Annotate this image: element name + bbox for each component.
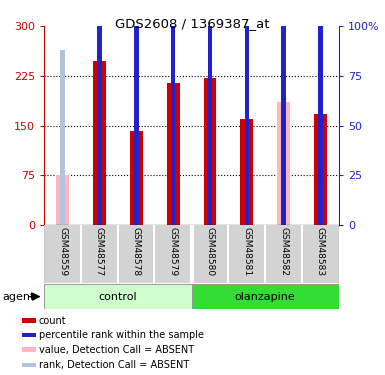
Text: percentile rank within the sample: percentile rank within the sample	[38, 330, 204, 340]
Bar	[56, 176, 69, 225]
Bar	[266, 225, 301, 283]
Text: GSM48579: GSM48579	[169, 227, 177, 276]
Bar	[155, 225, 191, 283]
Bar	[82, 225, 117, 283]
Bar	[171, 0, 175, 225]
Bar	[93, 61, 106, 225]
Bar	[277, 102, 290, 225]
Text: agent: agent	[2, 292, 34, 302]
Bar	[314, 114, 327, 225]
Text: GSM48578: GSM48578	[132, 227, 141, 276]
Bar	[302, 225, 338, 283]
Text: GSM48580: GSM48580	[206, 227, 214, 276]
Text: GSM48582: GSM48582	[279, 227, 288, 276]
Text: GSM48559: GSM48559	[58, 227, 67, 276]
Bar	[45, 225, 81, 283]
Bar	[22, 363, 36, 367]
Bar	[60, 50, 65, 225]
Bar	[318, 0, 323, 225]
Bar	[118, 225, 154, 283]
Text: rank, Detection Call = ABSENT: rank, Detection Call = ABSENT	[38, 360, 189, 370]
Text: GDS2608 / 1369387_at: GDS2608 / 1369387_at	[115, 17, 270, 30]
Bar	[130, 131, 143, 225]
Bar	[281, 0, 286, 225]
Bar	[229, 225, 265, 283]
Text: olanzapine: olanzapine	[235, 292, 296, 302]
Bar	[204, 78, 216, 225]
Bar	[22, 333, 36, 337]
Bar	[44, 284, 192, 309]
Text: GSM48583: GSM48583	[316, 227, 325, 276]
Bar	[22, 348, 36, 352]
Bar	[192, 225, 228, 283]
Bar	[240, 119, 253, 225]
Text: GSM48577: GSM48577	[95, 227, 104, 276]
Bar	[208, 0, 212, 225]
Text: value, Detection Call = ABSENT: value, Detection Call = ABSENT	[38, 345, 194, 355]
Bar	[281, 0, 286, 225]
Bar	[134, 0, 139, 225]
Bar	[192, 284, 339, 309]
Text: control: control	[99, 292, 137, 302]
Text: count: count	[38, 315, 66, 326]
Text: GSM48581: GSM48581	[242, 227, 251, 276]
Bar	[97, 0, 102, 225]
Bar	[22, 318, 36, 323]
Bar	[244, 0, 249, 225]
Bar	[167, 82, 179, 225]
